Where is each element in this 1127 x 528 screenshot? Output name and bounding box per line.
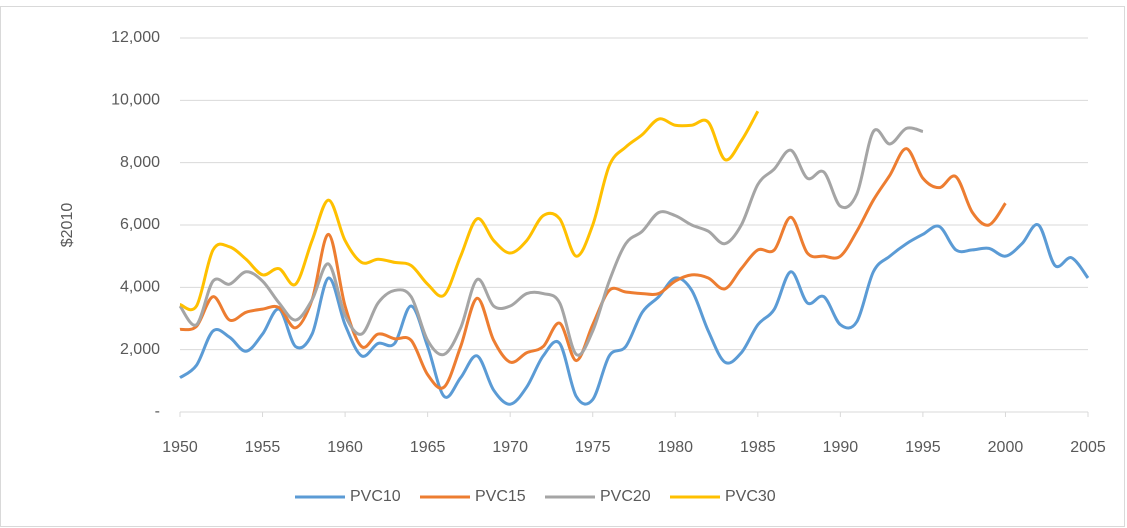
series-line <box>178 126 924 357</box>
x-tick-label: 2000 <box>988 439 1024 456</box>
x-tick-label: 1990 <box>823 439 859 456</box>
y-tick-label: - <box>155 403 160 420</box>
series-line <box>179 147 1007 390</box>
y-tick-label: 10,000 <box>111 92 160 109</box>
x-tick-label: 1960 <box>327 439 363 456</box>
y-axis-label: $2010 <box>59 203 76 248</box>
x-tick-label: 1965 <box>410 439 446 456</box>
y-tick-label: 12,000 <box>111 29 160 46</box>
legend-label: PVC15 <box>475 488 526 505</box>
x-tick-label: 1950 <box>162 439 198 456</box>
x-tick-label: 1985 <box>740 439 776 456</box>
x-tick-label: 1975 <box>575 439 611 456</box>
y-tick-label: 6,000 <box>120 216 160 233</box>
y-tick-label: 8,000 <box>120 154 160 171</box>
legend-label: PVC30 <box>725 488 776 505</box>
y-tick-label: 4,000 <box>120 279 160 296</box>
x-tick-label: 1955 <box>245 439 281 456</box>
y-tick-label: 2,000 <box>120 341 160 358</box>
x-tick-label: 1980 <box>657 439 693 456</box>
x-tick-label: 1970 <box>492 439 528 456</box>
chart-frame <box>0 6 1125 527</box>
x-tick-label: 2005 <box>1070 439 1106 456</box>
series-line <box>179 223 1090 406</box>
legend-label: PVC10 <box>350 488 401 505</box>
legend-label: PVC20 <box>600 488 651 505</box>
x-tick-label: 1995 <box>905 439 941 456</box>
series-line <box>179 110 760 312</box>
